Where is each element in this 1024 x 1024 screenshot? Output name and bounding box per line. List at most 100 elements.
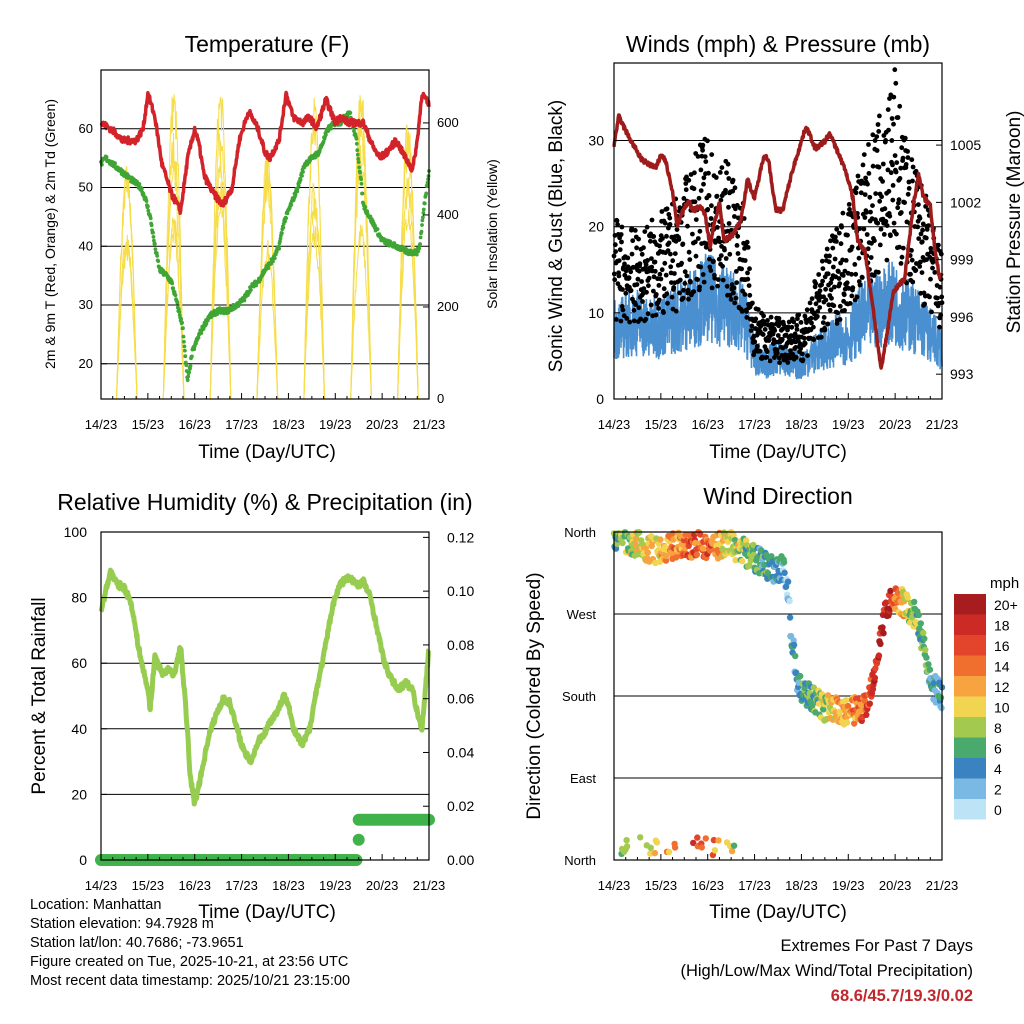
dewpoint-point (249, 288, 253, 292)
gust-point (618, 232, 624, 237)
gust-point (752, 339, 758, 345)
dewpoint-point (196, 335, 201, 340)
solar-insolation-line (209, 96, 232, 400)
legend-swatch (954, 737, 986, 758)
dewpoint-point (375, 227, 380, 232)
gust-point (718, 197, 724, 203)
gust-point (840, 210, 846, 216)
gust-point (696, 195, 702, 201)
gust-point (899, 145, 905, 151)
gust-point (725, 161, 731, 167)
gust-point (890, 162, 895, 168)
gust-point (863, 175, 868, 181)
gust-point (725, 228, 731, 234)
gust-point (859, 275, 865, 280)
gust-point (877, 113, 882, 119)
solar-insolation-line (116, 166, 138, 400)
gust-point (669, 294, 675, 300)
gust-point (846, 202, 852, 207)
gust-point (832, 284, 837, 290)
gust-point (662, 260, 668, 266)
gust-point (874, 134, 880, 140)
dewpoint-point (278, 236, 283, 241)
solar-insolation-line (256, 177, 279, 400)
direction-point (657, 536, 664, 543)
dewpoint-point (360, 191, 365, 196)
gust-point (703, 244, 709, 250)
direction-point (743, 537, 750, 544)
direction-point (671, 844, 679, 851)
direction-point (810, 684, 817, 691)
gust-point (665, 248, 671, 254)
legend-swatch (954, 635, 986, 656)
gust-point (788, 348, 793, 353)
legend-swatch (954, 778, 986, 799)
direction-ytick-label: North (564, 853, 596, 868)
dewpoint-point (298, 178, 303, 182)
gust-point (877, 242, 883, 248)
precip-point (352, 833, 365, 846)
gust-point (922, 301, 927, 307)
gust-point (937, 284, 943, 290)
gust-point (643, 262, 649, 267)
gust-point (815, 309, 821, 314)
gust-point (747, 266, 752, 272)
gust-point (667, 215, 673, 221)
direction-point (644, 549, 651, 556)
gust-point (703, 159, 709, 165)
gust-point (873, 191, 879, 197)
gust-point (733, 295, 739, 301)
gust-point (857, 226, 863, 232)
gust-point (826, 259, 832, 265)
direction-title: Wind Direction (703, 483, 853, 509)
gust-point (908, 271, 913, 277)
gust-point (707, 256, 712, 262)
dewpoint-point (183, 348, 187, 353)
gust-point (897, 176, 903, 181)
humidity-ytick-label: 40 (71, 721, 87, 737)
gust-point (920, 221, 926, 227)
gust-point (877, 198, 883, 204)
direction-point (739, 557, 746, 565)
gust-point (916, 202, 921, 208)
extremes-values: 68.6/45.7/19.3/0.02 (830, 987, 973, 1005)
gust-point (898, 210, 904, 215)
gust-point (817, 288, 823, 294)
gust-point (822, 327, 828, 333)
direction-point (699, 545, 706, 552)
direction-point (747, 557, 754, 564)
gust-point (720, 263, 725, 269)
solar-ytick-label: 200 (437, 299, 459, 314)
gust-point (865, 181, 870, 187)
dewpoint-point (272, 256, 277, 260)
direction-point (844, 702, 852, 710)
precip-ytick-label: 0.08 (447, 637, 474, 653)
gust-point (913, 267, 919, 273)
gust-point (891, 220, 897, 226)
dewpoint-point (420, 218, 425, 223)
dewpoint-point (421, 211, 426, 215)
gust-point (726, 221, 732, 226)
gust-point (641, 286, 647, 291)
direction-point (921, 635, 928, 642)
direction-xtick-label: 20/23 (879, 878, 912, 893)
gust-point (909, 157, 915, 163)
direction-point (851, 720, 858, 727)
dewpoint-point (194, 341, 199, 346)
winds-title: Winds (mph) & Pressure (mb) (626, 31, 930, 57)
gust-point (833, 234, 838, 240)
gust-point (636, 305, 642, 311)
gust-point (864, 232, 870, 237)
gust-point (826, 302, 832, 308)
gust-point (817, 305, 823, 310)
dewpoint-point (192, 347, 197, 352)
gust-point (772, 328, 778, 333)
solar-ytick-label: 0 (437, 391, 444, 406)
gust-point (624, 316, 630, 321)
direction-point (732, 557, 739, 564)
gust-point (794, 327, 800, 332)
solar-insolation-line (256, 239, 279, 400)
gust-point (853, 271, 859, 277)
solar-ytick-label: 400 (437, 207, 459, 222)
